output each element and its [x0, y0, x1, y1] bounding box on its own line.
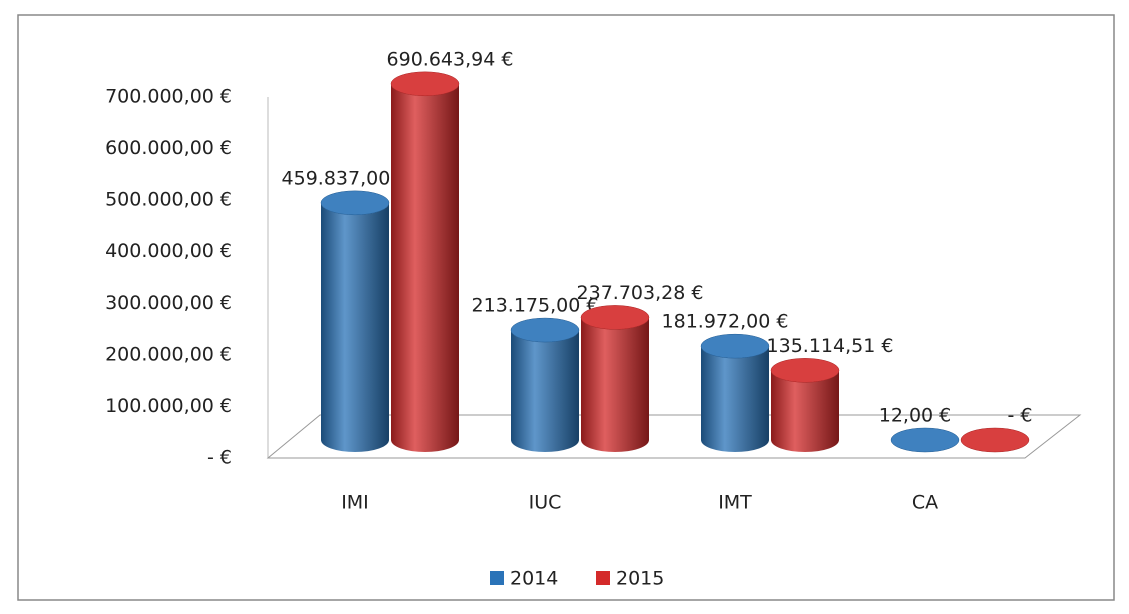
- y-tick-label: 500.000,00 €: [105, 189, 232, 211]
- y-tick-label: 600.000,00 €: [105, 137, 232, 159]
- cylinder-top: [320, 190, 390, 216]
- cylinder-top: [700, 333, 770, 359]
- value-label: - €: [1008, 405, 1033, 427]
- cylinder: [391, 83, 459, 453]
- value-label: 135.114,51 €: [767, 335, 894, 357]
- cylinder-top: [960, 427, 1030, 453]
- y-tick-label: 200.000,00 €: [105, 343, 232, 365]
- cylinder-top: [510, 317, 580, 343]
- value-label: 213.175,00 €: [472, 295, 599, 317]
- x-tick-label: IUC: [529, 492, 562, 514]
- cylinder-top: [770, 358, 840, 383]
- cylinder: [581, 317, 649, 452]
- legend-label: 2015: [616, 568, 664, 590]
- cylinder-top: [580, 305, 650, 330]
- y-tick-label: 100.000,00 €: [105, 395, 232, 417]
- cylinder-top: [390, 71, 460, 97]
- value-label: 237.703,28 €: [577, 282, 704, 304]
- value-label: 12,00 €: [879, 404, 952, 426]
- x-tick-label: IMT: [718, 492, 752, 514]
- value-label: 459.837,00 €: [282, 167, 409, 189]
- value-label: 690.643,94 €: [387, 48, 514, 70]
- floor: [266, 414, 1082, 459]
- y-tick-label: - €: [207, 447, 232, 469]
- cylinder-top: [890, 427, 960, 453]
- legend-swatch: [490, 571, 504, 585]
- legend-label: 2014: [510, 568, 558, 590]
- y-tick-label: 300.000,00 €: [105, 292, 232, 314]
- legend-swatch: [596, 571, 610, 585]
- cylinder: [511, 330, 579, 452]
- cylinder: [771, 370, 839, 452]
- x-tick-label: IMI: [341, 492, 369, 514]
- y-tick-label: 400.000,00 €: [105, 240, 232, 262]
- cylinder: [701, 346, 769, 452]
- cylinder: [321, 202, 389, 452]
- y-tick-label: 700.000,00 €: [105, 86, 232, 108]
- x-tick-label: CA: [912, 492, 938, 514]
- chart-border: [17, 14, 1115, 601]
- value-label: 181.972,00 €: [662, 311, 789, 333]
